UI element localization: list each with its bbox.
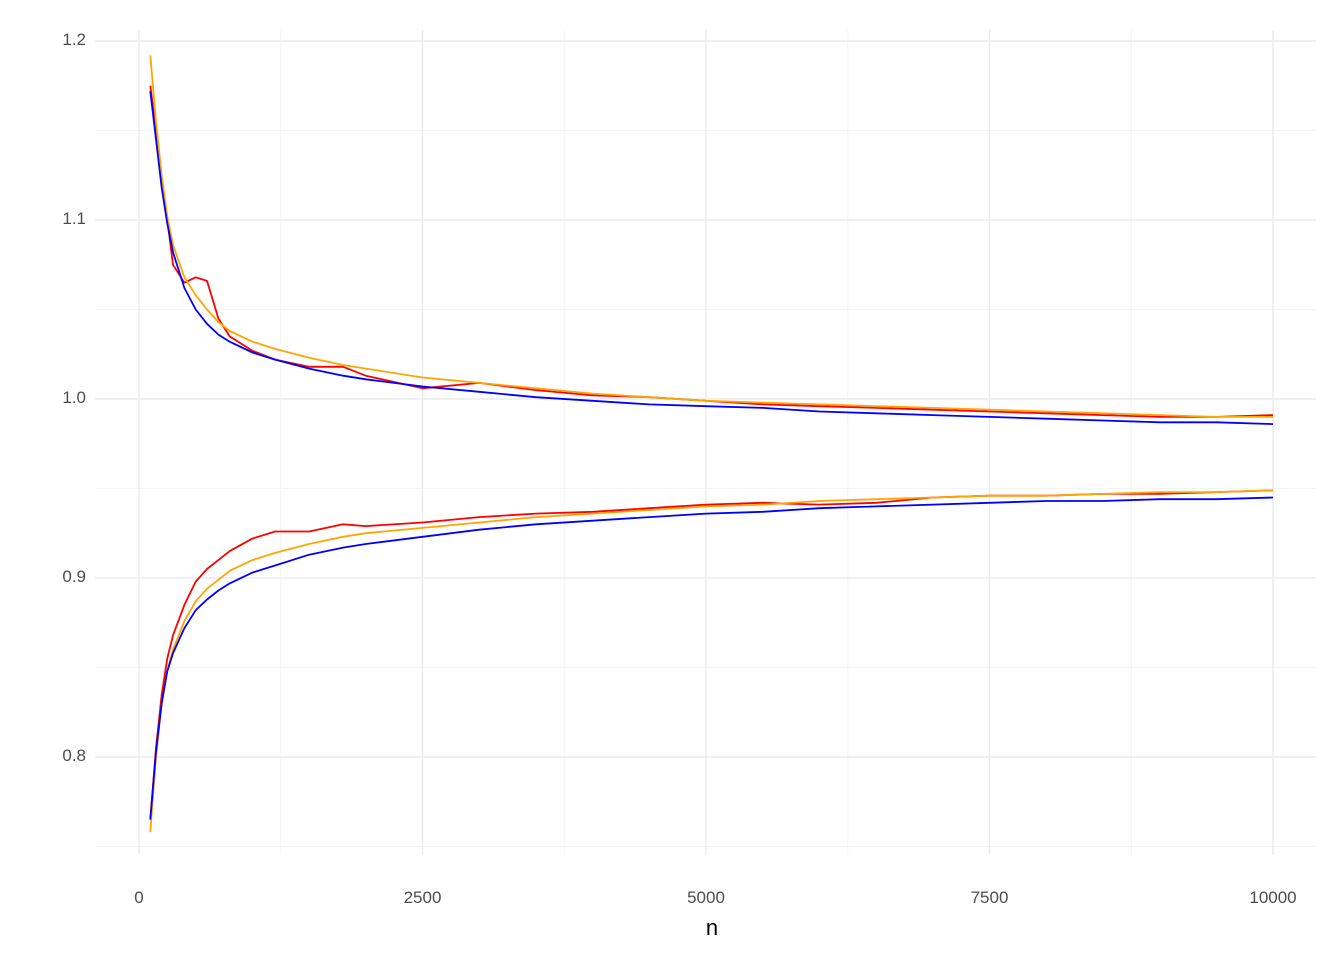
y-tick-label: 1.0 [62, 388, 86, 407]
x-tick-label: 10000 [1249, 888, 1297, 907]
series-upper-blue [149, 90, 1274, 425]
series-upper-red [149, 85, 1274, 418]
x-tick-label: 5000 [687, 888, 725, 907]
series-lower-orange [149, 489, 1274, 833]
series-lines [149, 55, 1274, 833]
x-tick-label: 7500 [970, 888, 1009, 907]
y-tick-label: 0.9 [62, 567, 86, 586]
x-tick-label: 2500 [403, 888, 442, 907]
x-tick-label: 0 [134, 888, 144, 907]
y-tick-label: 0.8 [62, 746, 86, 765]
major-gridlines [95, 30, 1316, 855]
series-lower-blue [149, 496, 1274, 820]
series-lower-red [149, 489, 1274, 820]
series-upper-orange [149, 55, 1273, 418]
y-tick-label: 1.2 [62, 30, 86, 49]
y-tick-label: 1.1 [62, 209, 86, 228]
x-axis-label: n [705, 915, 719, 940]
